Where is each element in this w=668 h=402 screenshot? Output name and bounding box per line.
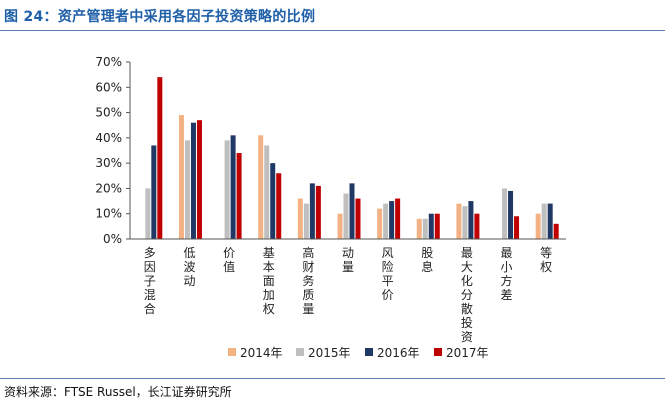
x-category-label: 股息 <box>421 246 433 274</box>
y-tick-label: 30% <box>95 156 122 170</box>
x-category-label: 高财务质量 <box>302 245 314 316</box>
bar <box>297 198 303 239</box>
bar <box>514 216 520 239</box>
bar <box>535 213 541 239</box>
bar <box>547 203 553 239</box>
bar <box>377 208 383 239</box>
bar <box>151 145 157 239</box>
bar <box>230 135 236 239</box>
legend-label: 2017年 <box>446 346 489 360</box>
top-divider <box>0 30 665 31</box>
bar <box>553 223 559 239</box>
bottom-divider <box>0 378 665 379</box>
y-tick-label: 50% <box>95 106 122 120</box>
y-tick-label: 40% <box>95 131 122 145</box>
legend-swatch <box>296 348 304 356</box>
x-category-label: 低波动 <box>183 246 195 288</box>
y-tick-label: 20% <box>95 181 122 195</box>
x-category-label: 动量 <box>342 246 354 274</box>
bar <box>422 218 428 239</box>
bar <box>343 193 349 239</box>
bar <box>508 190 514 239</box>
bar <box>456 203 462 239</box>
bars <box>145 77 559 240</box>
bar <box>157 77 163 240</box>
bar <box>337 213 343 239</box>
bar <box>236 153 242 239</box>
legend-swatch <box>228 348 236 356</box>
y-tick-label: 10% <box>95 207 122 221</box>
y-axis: 0% 10% 20% 30% 40% 50% 60% 70% <box>95 55 131 246</box>
bar <box>184 140 190 239</box>
y-tick-label: 0% <box>103 232 122 246</box>
x-category-label: 多因子混合 <box>144 246 156 316</box>
legend: 2014年 2015年 2016年 2017年 <box>228 346 489 360</box>
legend-swatch <box>365 348 373 356</box>
bar <box>309 183 315 239</box>
legend-label: 2016年 <box>377 346 420 360</box>
bar <box>270 163 276 239</box>
legend-label: 2015年 <box>308 346 351 360</box>
bar <box>474 213 480 239</box>
figure-title: 图 24：资产管理者中采用各因子投资策略的比例 <box>4 9 316 25</box>
x-category-label: 风险平价 <box>382 246 394 302</box>
bar <box>258 135 264 239</box>
legend-label: 2014年 <box>240 346 283 360</box>
bar <box>434 213 440 239</box>
bar <box>389 201 395 239</box>
y-tick-label: 70% <box>95 55 122 69</box>
bar <box>145 188 151 239</box>
x-category-label: 价值 <box>223 246 235 274</box>
bar <box>502 188 508 239</box>
bar <box>196 120 202 239</box>
bar <box>264 145 270 239</box>
x-axis: 多因子混合 低波动 价值 基本面加权 高财务质量 动量 风险平价 股息 最大化分散投资 最小方差 等… <box>130 238 566 344</box>
bar <box>355 198 361 239</box>
bar <box>349 183 355 239</box>
bar <box>276 173 282 239</box>
x-category-label: 基本面加权 <box>263 246 275 316</box>
x-category-label: 等权 <box>540 246 552 274</box>
source-note: 资料来源：FTSE Russel，长江证券研究所 <box>4 385 232 399</box>
bar <box>190 122 196 239</box>
bar <box>541 203 547 239</box>
bar <box>416 218 422 239</box>
bar <box>468 201 474 239</box>
x-category-label: 最小方差 <box>501 246 513 302</box>
bar <box>303 203 309 239</box>
bar <box>178 115 184 239</box>
bar <box>224 140 230 239</box>
bar <box>395 198 401 239</box>
y-tick-label: 60% <box>95 80 122 94</box>
bar <box>315 185 321 239</box>
bar <box>428 213 434 239</box>
x-category-label: 最大化分散投资 <box>461 246 473 344</box>
bar <box>383 203 389 239</box>
legend-swatch <box>434 348 442 356</box>
bar <box>462 206 468 239</box>
